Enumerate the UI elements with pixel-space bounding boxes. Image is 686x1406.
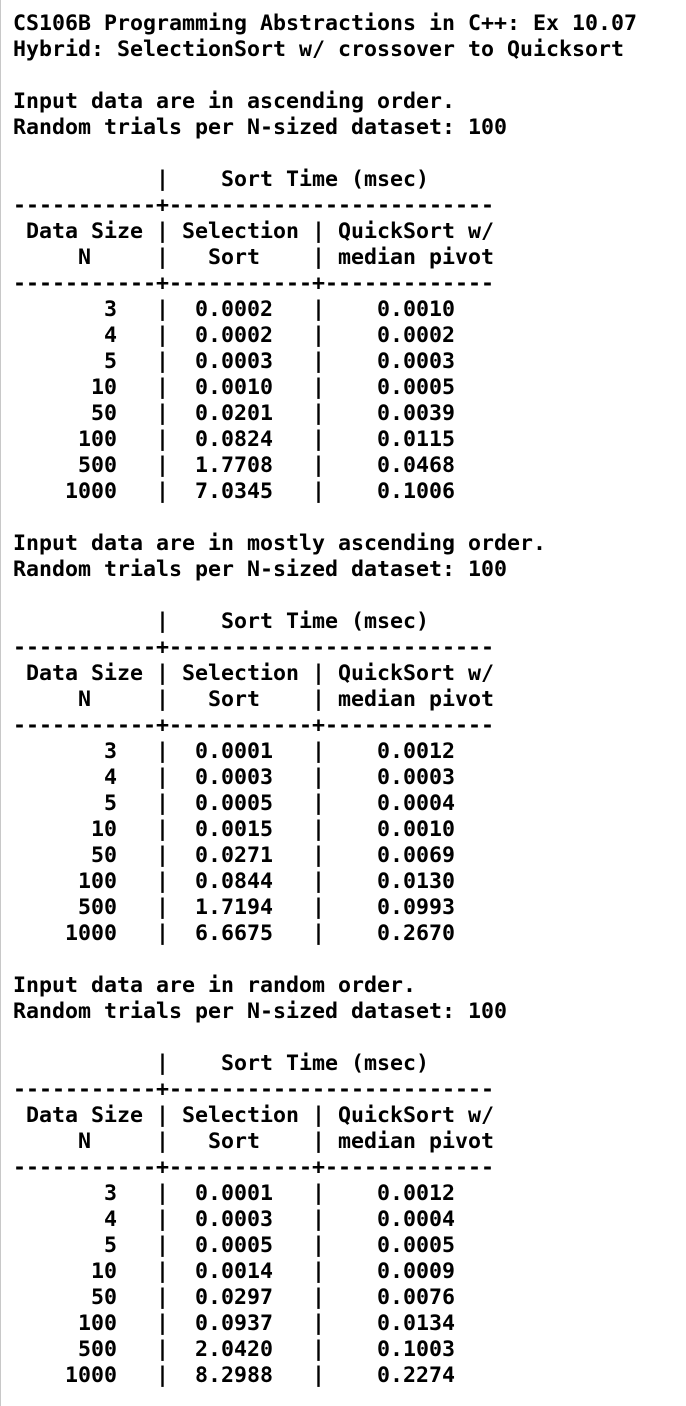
table-header-row: N | Sort | median pivot: [13, 687, 495, 712]
blank-line: [13, 63, 637, 89]
subtitle-line: Hybrid: SelectionSort w/ crossover to Qu…: [13, 37, 625, 62]
table-rule: -----------+-------------------------: [13, 193, 495, 218]
blank-line: [13, 141, 637, 167]
table-header-row: N | Sort | median pivot: [13, 1129, 495, 1154]
table-header-row: N | Sort | median pivot: [13, 245, 495, 270]
table-rule: -----------+-------------------------: [13, 1077, 495, 1102]
table-row: 1000 | 7.0345 | 0.1006: [13, 479, 456, 504]
table-row: 100 | 0.0937 | 0.0134: [13, 1311, 456, 1336]
input-order-line: Input data are in mostly ascending order…: [13, 531, 547, 556]
table-group-header: | Sort Time (msec): [13, 1051, 430, 1076]
table-header-row: Data Size | Selection | QuickSort w/: [13, 1103, 495, 1128]
input-order-line: Input data are in random order.: [13, 973, 417, 998]
table-row: 100 | 0.0844 | 0.0130: [13, 869, 456, 894]
table-row: 3 | 0.0001 | 0.0012: [13, 739, 456, 764]
trials-line: Random trials per N-sized dataset: 100: [13, 999, 508, 1024]
table-row: 3 | 0.0002 | 0.0010: [13, 297, 456, 322]
table-row: 50 | 0.0271 | 0.0069: [13, 843, 456, 868]
table-rule: -----------+-----------+-------------: [13, 271, 495, 296]
table-group-header: | Sort Time (msec): [13, 609, 430, 634]
table-row: 50 | 0.0201 | 0.0039: [13, 401, 456, 426]
blank-line: [13, 947, 637, 973]
table-rule: -----------+-----------+-------------: [13, 713, 495, 738]
table-row: 4 | 0.0002 | 0.0002: [13, 323, 456, 348]
table-row: 500 | 1.7194 | 0.0993: [13, 895, 456, 920]
table-header-row: Data Size | Selection | QuickSort w/: [13, 661, 495, 686]
input-order-line: Input data are in ascending order.: [13, 89, 456, 114]
title-line: CS106B Programming Abstractions in C++: …: [13, 11, 638, 36]
blank-line: [13, 505, 637, 531]
table-row: 1000 | 8.2988 | 0.2274: [13, 1363, 456, 1388]
table-row: 10 | 0.0015 | 0.0010: [13, 817, 456, 842]
trials-line: Random trials per N-sized dataset: 100: [13, 115, 508, 140]
table-row: 50 | 0.0297 | 0.0076: [13, 1285, 456, 1310]
table-header-row: Data Size | Selection | QuickSort w/: [13, 219, 495, 244]
table-row: 5 | 0.0005 | 0.0005: [13, 1233, 456, 1258]
blank-line: [13, 1025, 637, 1051]
blank-line: [13, 583, 637, 609]
table-row: 4 | 0.0003 | 0.0004: [13, 1207, 456, 1232]
table-row: 100 | 0.0824 | 0.0115: [13, 427, 456, 452]
table-row: 10 | 0.0010 | 0.0005: [13, 375, 456, 400]
trials-line: Random trials per N-sized dataset: 100: [13, 557, 508, 582]
table-row: 5 | 0.0003 | 0.0003: [13, 349, 456, 374]
table-row: 4 | 0.0003 | 0.0003: [13, 765, 456, 790]
table-row: 3 | 0.0001 | 0.0012: [13, 1181, 456, 1206]
table-row: 500 | 1.7708 | 0.0468: [13, 453, 456, 478]
table-group-header: | Sort Time (msec): [13, 167, 430, 192]
table-rule: -----------+-----------+-------------: [13, 1155, 495, 1180]
console-output: CS106B Programming Abstractions in C++: …: [13, 11, 637, 1389]
table-rule: -----------+-------------------------: [13, 635, 495, 660]
table-row: 500 | 2.0420 | 0.1003: [13, 1337, 456, 1362]
table-row: 1000 | 6.6675 | 0.2670: [13, 921, 456, 946]
table-row: 5 | 0.0005 | 0.0004: [13, 791, 456, 816]
table-row: 10 | 0.0014 | 0.0009: [13, 1259, 456, 1284]
